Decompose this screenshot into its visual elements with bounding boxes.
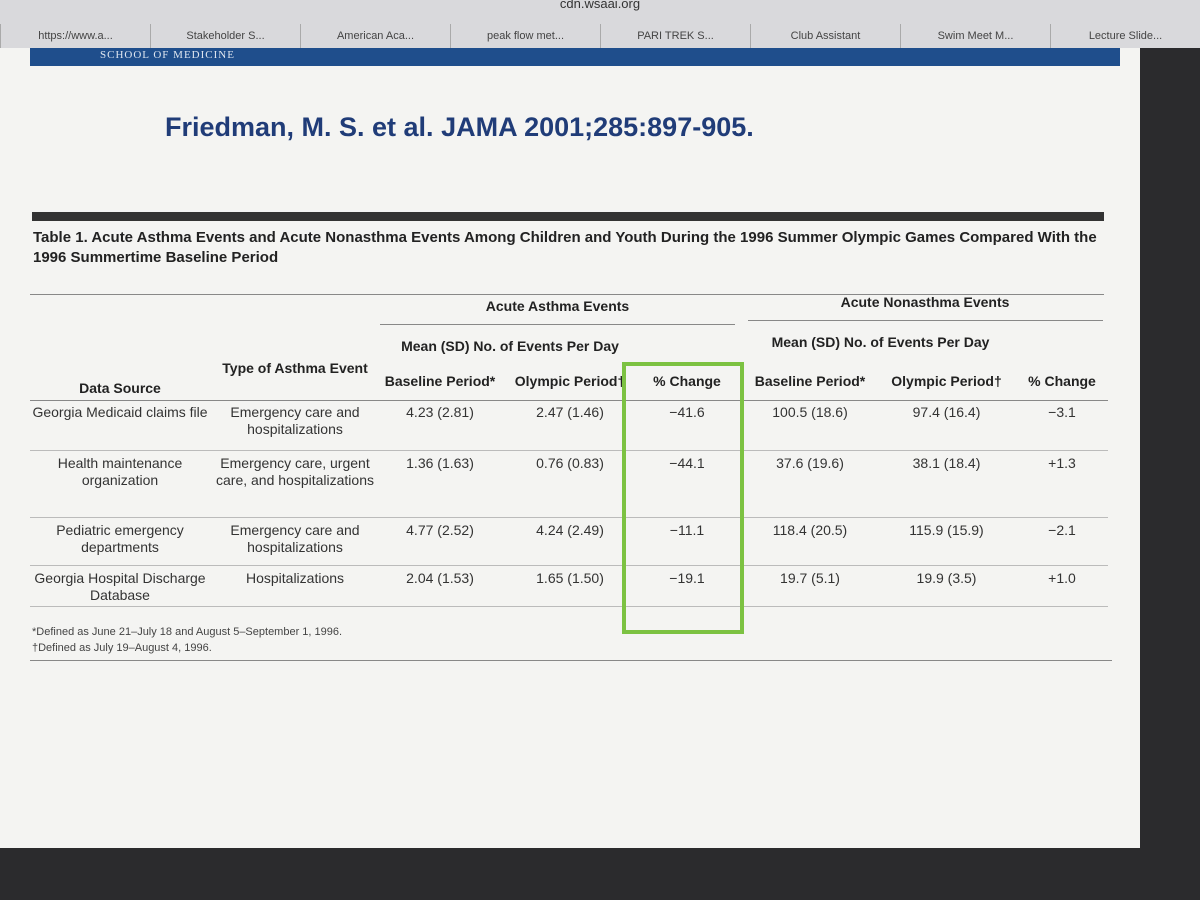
table-cell: 38.1 (18.4) — [912, 455, 981, 471]
column-header: % Change — [1028, 373, 1096, 389]
table-cell: 97.4 (16.4) — [912, 404, 981, 420]
table-cell: Emergency care and hospitalizations — [230, 522, 360, 555]
footnote: *Defined as June 21–July 18 and August 5… — [32, 626, 343, 638]
tab[interactable]: https://www.a... — [0, 24, 150, 48]
table-cell: −41.6 — [669, 404, 705, 420]
table-caption: Table 1. Acute Asthma Events and Acute N… — [33, 229, 1097, 266]
group-header: Acute Nonasthma Events — [840, 294, 1010, 310]
column-header: Olympic Period† — [514, 373, 626, 389]
tab[interactable]: Lecture Slide... — [1050, 24, 1200, 48]
column-header: Baseline Period* — [754, 373, 866, 389]
url[interactable]: cdn.wsaai.org — [559, 0, 641, 11]
citation: Friedman, M. S. et al. JAMA 2001;285:897… — [165, 112, 754, 142]
table-cell: 2.04 (1.53) — [406, 570, 474, 586]
table-cell: Emergency care and hospitalizations — [230, 404, 360, 437]
row-rule — [30, 606, 1108, 607]
row-rule — [30, 517, 1108, 518]
column-header: Baseline Period* — [384, 373, 496, 389]
table-cell: 118.4 (20.5) — [772, 522, 848, 538]
table-cell: 19.9 (3.5) — [916, 570, 977, 586]
table-cell: 19.7 (5.1) — [780, 570, 840, 586]
column-header: Type of Asthma Event — [222, 360, 368, 376]
table-cell: 4.77 (2.52) — [406, 522, 474, 538]
table-cell: −19.1 — [669, 570, 705, 586]
table-cell: Hospitalizations — [245, 570, 345, 586]
table-cell: 2.47 (1.46) — [536, 404, 604, 420]
browser-chrome: cdn.wsaai.org https://www.a... Stakeholde… — [0, 0, 1200, 48]
table-cell: 37.6 (19.6) — [776, 455, 844, 471]
table-cell: 1.65 (1.50) — [536, 570, 604, 586]
tab[interactable]: Swim Meet M... — [900, 24, 1050, 48]
header-band — [30, 48, 1120, 66]
slide — [0, 48, 1140, 848]
header-text: SCHOOL OF MEDICINE — [100, 49, 235, 61]
rule — [30, 294, 1104, 295]
table-cell: −2.1 — [1048, 522, 1076, 538]
table-cell: 0.76 (0.83) — [536, 455, 604, 471]
tab[interactable]: peak flow met... — [450, 24, 600, 48]
table-cell: −11.1 — [669, 522, 705, 538]
column-header: Olympic Period† — [891, 373, 1002, 389]
table-cell: Health maintenance organization — [57, 455, 183, 488]
table-cell: 115.9 (15.9) — [909, 522, 984, 538]
highlight-box — [622, 362, 744, 634]
rule — [380, 324, 735, 325]
table-cell: 1.36 (1.63) — [406, 455, 474, 471]
rule — [748, 320, 1103, 321]
table-cell: 4.24 (2.49) — [536, 522, 604, 538]
column-header: Data Source — [79, 380, 161, 396]
rule — [30, 660, 1112, 661]
table-cell: Pediatric emergency departments — [56, 522, 184, 555]
group-header: Acute Asthma Events — [485, 298, 630, 314]
table-cell: Emergency care, urgent care, and hospita… — [216, 455, 374, 488]
subgroup-header: Mean (SD) No. of Events Per Day — [401, 338, 619, 354]
table-cell: Georgia Medicaid claims file — [32, 404, 208, 420]
table-cell: −3.1 — [1048, 404, 1076, 420]
subgroup-header: Mean (SD) No. of Events Per Day — [771, 334, 990, 350]
table-cell: Georgia Hospital Discharge Database — [34, 570, 206, 603]
footnote: †Defined as July 19–August 4, 1996. — [32, 642, 212, 654]
tab-bar: https://www.a... Stakeholder S... American… — [0, 24, 1200, 48]
row-rule — [30, 565, 1108, 566]
tab[interactable]: Stakeholder S... — [150, 24, 300, 48]
column-header: % Change — [653, 373, 721, 389]
row-rule — [30, 450, 1108, 451]
table-cell: −44.1 — [669, 455, 705, 471]
table-cell: +1.3 — [1048, 455, 1076, 471]
table-cell: +1.0 — [1048, 570, 1076, 586]
table-cell: 4.23 (2.81) — [406, 404, 474, 420]
table-rule — [32, 212, 1104, 221]
tab[interactable]: American Aca... — [300, 24, 450, 48]
rule — [30, 400, 1108, 401]
tab[interactable]: Club Assistant — [750, 24, 900, 48]
tab[interactable]: PARI TREK S... — [600, 24, 750, 48]
table-cell: 100.5 (18.6) — [772, 404, 848, 420]
